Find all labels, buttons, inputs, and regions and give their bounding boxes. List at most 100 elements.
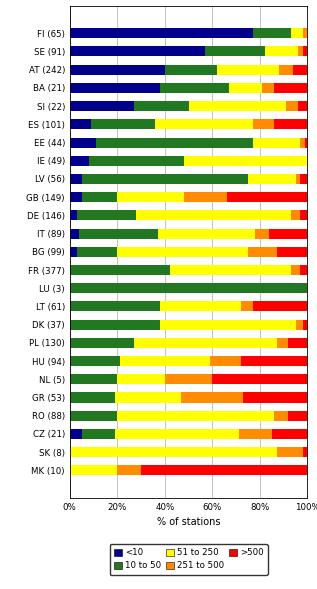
Bar [274, 411, 288, 421]
Bar [158, 229, 255, 239]
Bar [298, 47, 303, 57]
X-axis label: % of stations: % of stations [157, 517, 220, 527]
Bar [291, 28, 303, 38]
Bar [279, 65, 293, 75]
Bar [91, 120, 155, 130]
Bar [82, 429, 115, 439]
Bar [117, 411, 274, 421]
Bar [70, 338, 134, 348]
Bar [160, 83, 229, 93]
Bar [291, 210, 300, 220]
Bar [136, 210, 291, 220]
Bar [229, 83, 262, 93]
Bar [79, 229, 158, 239]
Bar [141, 465, 307, 475]
Bar [288, 338, 307, 348]
Bar [253, 120, 274, 130]
Bar [262, 83, 274, 93]
Bar [265, 47, 298, 57]
Bar [212, 374, 307, 384]
Bar [301, 210, 307, 220]
Bar [117, 374, 165, 384]
Bar [248, 247, 276, 257]
Bar [301, 174, 307, 184]
Bar [117, 465, 141, 475]
Bar [70, 83, 160, 93]
Bar [70, 465, 117, 475]
Bar [70, 265, 170, 275]
Bar [239, 429, 272, 439]
Bar [303, 447, 307, 457]
Bar [241, 302, 253, 312]
Bar [255, 229, 269, 239]
Bar [70, 247, 77, 257]
Bar [165, 65, 217, 75]
Bar [288, 411, 307, 421]
Bar [117, 192, 184, 202]
Bar [286, 101, 298, 111]
Bar [253, 137, 301, 147]
Bar [305, 137, 307, 147]
Bar [70, 120, 91, 130]
Bar [70, 302, 160, 312]
Bar [115, 429, 238, 439]
Bar [70, 356, 120, 366]
Bar [89, 155, 184, 166]
Bar [274, 120, 307, 130]
Bar [253, 302, 307, 312]
Bar [70, 320, 160, 330]
Bar [217, 65, 279, 75]
Bar [295, 320, 303, 330]
Bar [272, 429, 307, 439]
Bar [70, 392, 115, 402]
Bar [227, 192, 307, 202]
Bar [134, 338, 276, 348]
Bar [70, 137, 96, 147]
Bar [165, 374, 212, 384]
Bar [120, 356, 210, 366]
Bar [298, 101, 307, 111]
Bar [115, 392, 181, 402]
Bar [210, 356, 241, 366]
Bar [70, 210, 77, 220]
Bar [293, 65, 307, 75]
Bar [269, 229, 307, 239]
Bar [205, 47, 265, 57]
Bar [241, 356, 307, 366]
Bar [170, 265, 291, 275]
Bar [301, 137, 305, 147]
Bar [134, 101, 189, 111]
Bar [77, 247, 117, 257]
Bar [253, 28, 291, 38]
Bar [70, 155, 89, 166]
Bar [70, 283, 307, 293]
Bar [96, 137, 253, 147]
Bar [276, 447, 303, 457]
Bar [70, 374, 117, 384]
Bar [70, 65, 165, 75]
Bar [295, 174, 300, 184]
Bar [70, 429, 82, 439]
Bar [70, 447, 276, 457]
Bar [160, 302, 241, 312]
Bar [160, 320, 295, 330]
Bar [117, 247, 248, 257]
Bar [248, 174, 295, 184]
Bar [70, 174, 82, 184]
Bar [77, 210, 136, 220]
Bar [303, 320, 307, 330]
Bar [70, 101, 134, 111]
Bar [70, 47, 205, 57]
Bar [276, 338, 288, 348]
Bar [70, 28, 253, 38]
Bar [184, 155, 307, 166]
Bar [291, 265, 300, 275]
Bar [303, 28, 307, 38]
Legend: <10, 10 to 50, 51 to 250, 251 to 500, >500: <10, 10 to 50, 51 to 250, 251 to 500, >5… [110, 544, 268, 575]
Bar [189, 101, 286, 111]
Bar [301, 265, 307, 275]
Bar [82, 174, 248, 184]
Bar [70, 411, 117, 421]
Bar [82, 192, 117, 202]
Bar [243, 392, 307, 402]
